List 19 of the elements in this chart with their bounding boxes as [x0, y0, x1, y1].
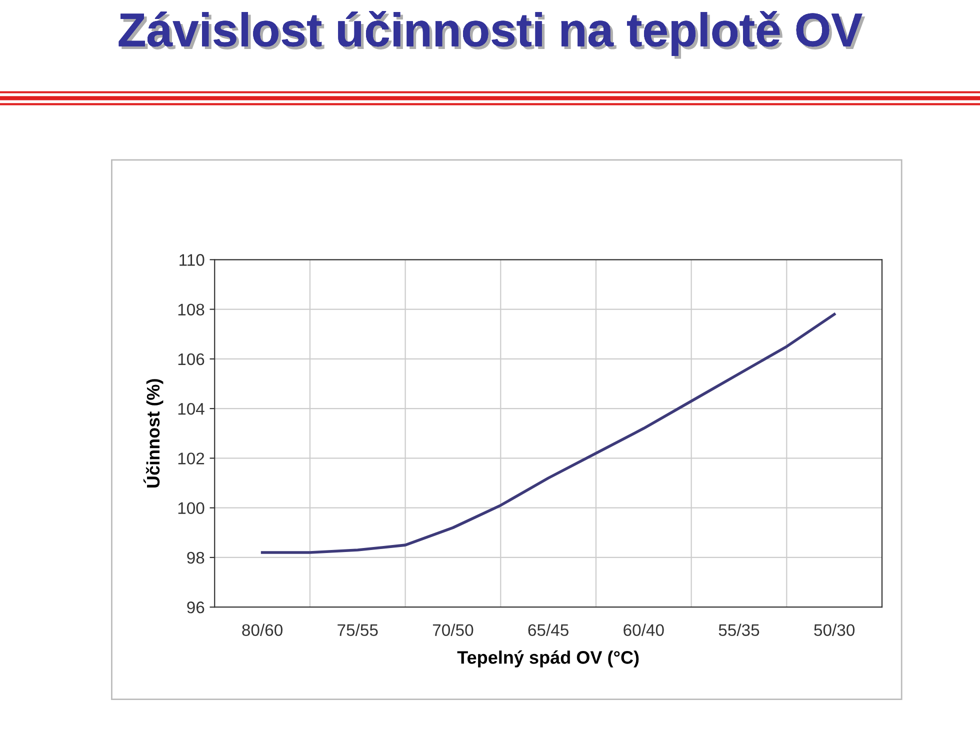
x-tick-label: 60/40: [624, 624, 664, 636]
y-tick-label: 102: [178, 452, 204, 464]
y-axis-title: Účinnost (%): [143, 379, 164, 488]
x-tick-label: 65/45: [528, 624, 568, 636]
y-tick-label: 108: [178, 304, 204, 316]
y-tick-label: 96: [187, 602, 204, 614]
x-tick-label: 75/55: [338, 624, 378, 636]
x-tick-label: 55/35: [718, 624, 760, 636]
chart-title: Závislost účinnosti na teplotě OV: [118, 10, 866, 59]
x-tick-label: 70/50: [432, 624, 474, 636]
x-tick-label: 80/60: [242, 624, 282, 636]
y-tick-label: 110: [180, 254, 204, 266]
y-tick-label: 106: [178, 353, 204, 366]
y-tick-label: 104: [178, 402, 204, 415]
y-tick-label: 100: [178, 502, 204, 514]
x-tick-label: 50/30: [814, 624, 855, 636]
x-axis-title: Tepelný spád OV (°C): [457, 650, 639, 668]
line-series: [260, 312, 836, 554]
y-tick-label: 98: [187, 552, 204, 564]
